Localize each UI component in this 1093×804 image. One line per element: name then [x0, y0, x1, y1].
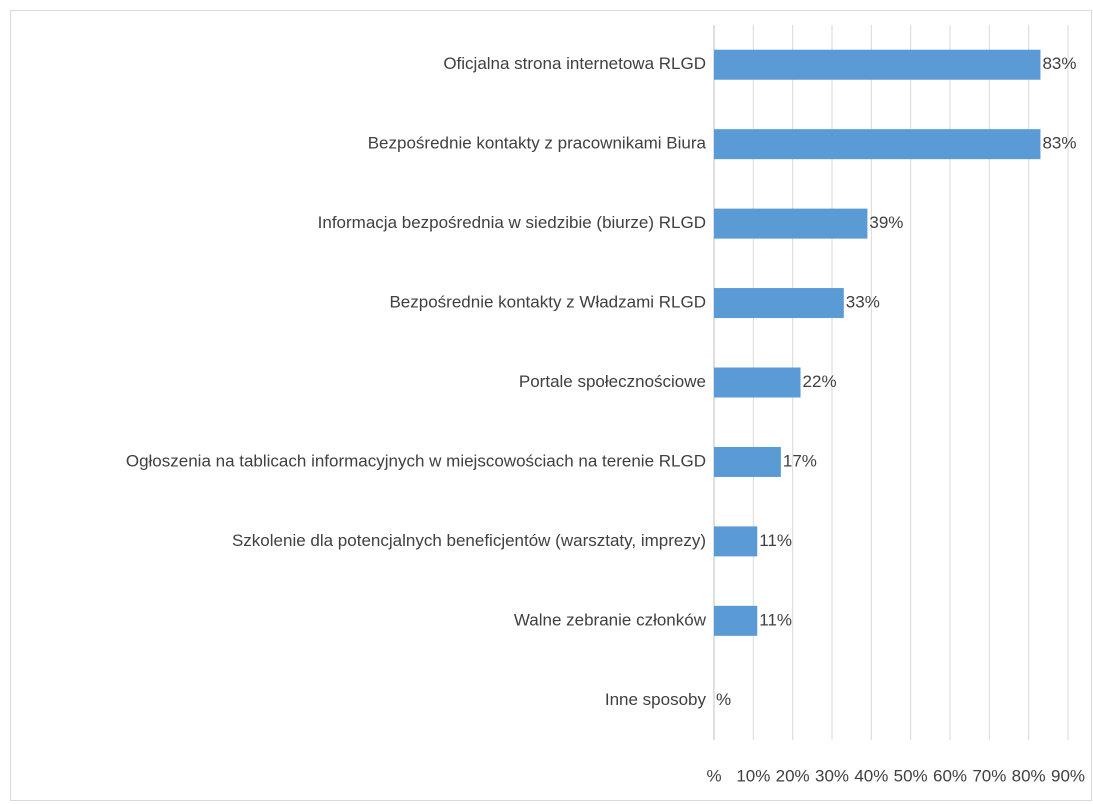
x-tick-label: 70% [972, 766, 1006, 785]
x-tick-label: 30% [815, 766, 849, 785]
x-tick-label: 50% [894, 766, 928, 785]
bar [714, 526, 758, 557]
chart-frame [10, 10, 1092, 801]
y-tick-label: Bezpośrednie kontakty z Władzami RLGD [389, 293, 706, 312]
data-label: 22% [803, 372, 837, 391]
bar [714, 446, 781, 477]
y-tick-label: Inne sposoby [605, 690, 707, 709]
data-label: % [716, 690, 731, 709]
x-tick-label: % [706, 766, 721, 785]
bar [714, 49, 1041, 80]
data-label: 83% [1042, 134, 1076, 153]
data-label: 11% [759, 610, 792, 629]
data-label: 11% [759, 531, 792, 550]
x-tick-label: 10% [736, 766, 770, 785]
bar [714, 288, 844, 319]
data-label: 39% [869, 213, 903, 232]
y-tick-label: Szkolenie dla potencjalnych beneficjentó… [232, 531, 706, 550]
data-label: 17% [783, 451, 817, 470]
x-tick-label: 60% [933, 766, 967, 785]
y-tick-label: Ogłoszenia na tablicach informacyjnych w… [126, 451, 706, 470]
x-tick-label: 40% [854, 766, 888, 785]
y-tick-label: Oficjalna strona internetowa RLGD [443, 54, 706, 73]
y-tick-label: Walne zebranie członków [514, 610, 707, 629]
bar [714, 367, 801, 398]
bar [714, 605, 758, 636]
y-tick-label: Informacja bezpośrednia w siedzibie (biu… [318, 213, 706, 232]
x-tick-label: 80% [1012, 766, 1046, 785]
data-label: 83% [1042, 54, 1076, 73]
data-label: 33% [846, 293, 880, 312]
y-tick-label: Portale społecznościowe [519, 372, 706, 391]
x-tick-label: 90% [1051, 766, 1085, 785]
bar [714, 208, 868, 239]
x-tick-label: 20% [776, 766, 810, 785]
y-tick-label: Bezpośrednie kontakty z pracownikami Biu… [368, 134, 707, 153]
bar [714, 129, 1041, 160]
